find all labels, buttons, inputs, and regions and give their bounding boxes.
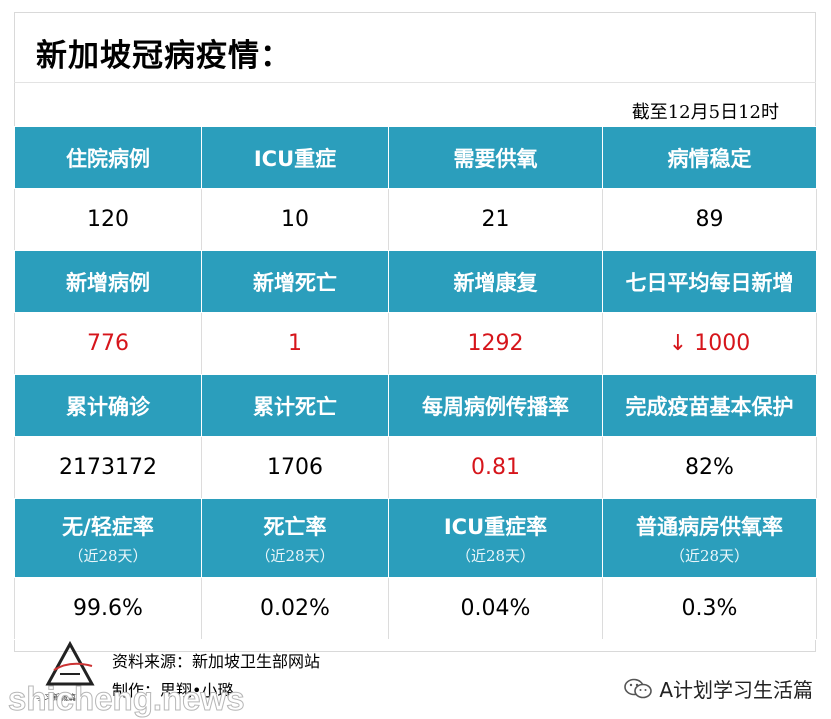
header-cell: 需要供氧	[388, 126, 603, 189]
account-watermark-text: A计划学习生活篇	[659, 678, 813, 702]
value-cell: 0.81	[388, 436, 603, 499]
header-cell: 新增康复	[388, 250, 603, 313]
value-cell: ↓ 1000	[602, 312, 817, 375]
header-cell: 累计死亡	[201, 374, 389, 437]
header-row-daily: 新增病例 新增死亡 新增康复 七日平均每日新增	[14, 250, 817, 313]
value-row-cumulative: 2173172 1706 0.81 82%	[14, 436, 817, 499]
value-cell: 1292	[388, 312, 603, 375]
header-label: 完成疫苗基本保护	[625, 394, 794, 419]
header-cell: 病情稳定	[602, 126, 817, 189]
title-divider	[14, 82, 816, 83]
header-label: 七日平均每日新增	[625, 270, 794, 295]
value-cell: 120	[14, 188, 202, 251]
value-cell: 0.02%	[201, 577, 389, 640]
header-cell: ICU重症	[201, 126, 389, 189]
value-cell: 1	[201, 312, 389, 375]
header-sublabel: （近28天）	[669, 546, 750, 565]
header-cell: ICU重症率 （近28天）	[388, 498, 603, 578]
header-cell: 普通病房供氧率 （近28天）	[602, 498, 817, 578]
author-credit: 制作：思翔•小璐	[112, 681, 234, 700]
header-row-hospital: 住院病例 ICU重症 需要供氧 病情稳定	[14, 126, 817, 189]
page-title: 新加坡冠病疫情：	[36, 38, 292, 74]
value-cell: 21	[388, 188, 603, 251]
header-label: 需要供氧	[453, 146, 538, 171]
header-sublabel: （近28天）	[455, 546, 536, 565]
value-cell: 2173172	[14, 436, 202, 499]
site-watermark: shicheng.news	[8, 680, 246, 718]
header-cell: 死亡率 （近28天）	[201, 498, 389, 578]
value-cell: 0.3%	[602, 577, 817, 640]
header-label: ICU重症率	[443, 514, 548, 539]
header-cell: 完成疫苗基本保护	[602, 374, 817, 437]
header-cell: 七日平均每日新增	[602, 250, 817, 313]
header-cell: 每周病例传播率	[388, 374, 603, 437]
header-cell: 新增死亡	[201, 250, 389, 313]
header-row-rates: 无/轻症率 （近28天） 死亡率 （近28天） ICU重症率 （近28天） 普通病房供…	[14, 498, 817, 578]
header-label: 死亡率	[263, 514, 327, 539]
publisher-logo	[45, 640, 95, 686]
header-label: 病情稳定	[667, 146, 752, 171]
value-cell: 99.6%	[14, 577, 202, 640]
wechat-icon	[624, 678, 653, 698]
header-label: 累计确诊	[66, 394, 150, 419]
header-cell: 新增病例	[14, 250, 202, 313]
stats-table: 住院病例 ICU重症 需要供氧 病情稳定 120 10 21 89 新增病例 新…	[14, 126, 817, 640]
value-row-hospital: 120 10 21 89	[14, 188, 817, 251]
header-cell: 住院病例	[14, 126, 202, 189]
value-row-rates: 99.6% 0.02% 0.04% 0.3%	[14, 577, 817, 640]
value-cell: 82%	[602, 436, 817, 499]
value-cell: 0.04%	[388, 577, 603, 640]
header-label: 无/轻症率	[62, 514, 154, 539]
source-note: 资料来源：新加坡卫生部网站	[112, 652, 321, 671]
header-cell: 无/轻症率 （近28天）	[14, 498, 202, 578]
value-row-daily: 776 1 1292 ↓ 1000	[14, 312, 817, 375]
header-sublabel: （近28天）	[255, 546, 335, 565]
header-label: 新增病例	[66, 270, 150, 295]
as-of-timestamp: 截至12月5日12时	[631, 102, 779, 123]
value-cell: 776	[14, 312, 202, 375]
header-cell: 累计确诊	[14, 374, 202, 437]
value-cell: 1706	[201, 436, 389, 499]
value-cell: 10	[201, 188, 389, 251]
account-watermark: A计划学习生活篇	[623, 674, 813, 703]
logo-caption: 学习新城篇	[36, 693, 76, 702]
header-row-cumulative: 累计确诊 累计死亡 每周病例传播率 完成疫苗基本保护	[14, 374, 817, 437]
header-sublabel: （近28天）	[68, 546, 148, 565]
header-label: 每周病例传播率	[422, 394, 569, 419]
header-label: 累计死亡	[253, 394, 337, 419]
header-label: 新增康复	[453, 270, 538, 295]
header-label: ICU重症	[253, 146, 337, 171]
value-cell: 89	[602, 188, 817, 251]
header-label: 新增死亡	[253, 270, 337, 295]
header-label: 住院病例	[66, 146, 150, 171]
header-label: 普通病房供氧率	[636, 514, 783, 539]
